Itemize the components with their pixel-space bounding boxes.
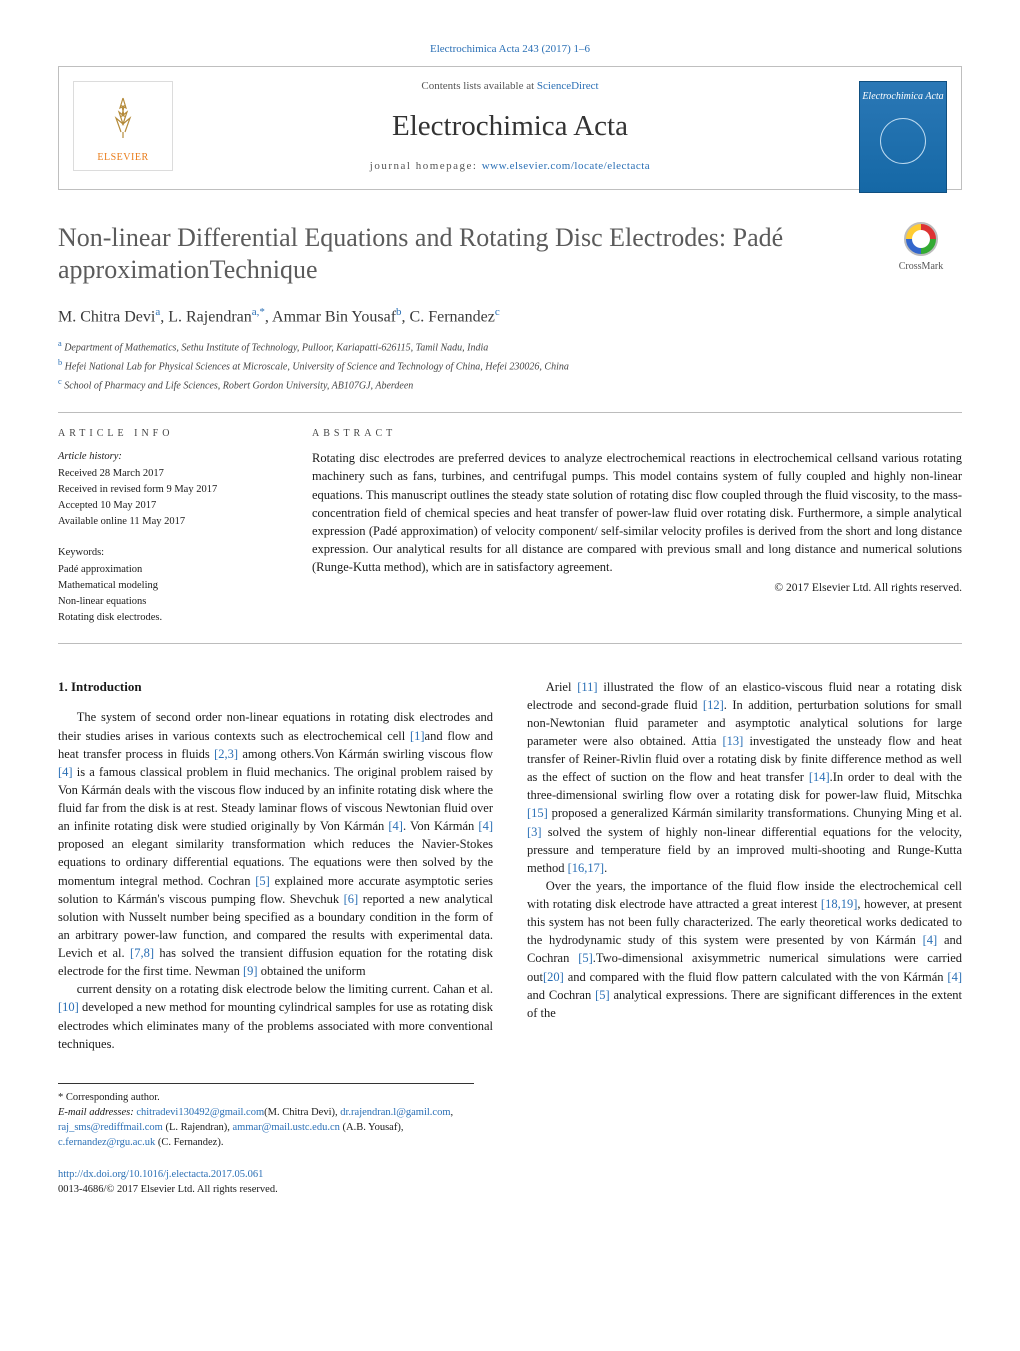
citation-ref[interactable]: [3] [527,825,542,839]
citation-ref[interactable]: [4] [478,819,493,833]
journal-header: ELSEVIER Electrochimica Acta Contents li… [58,66,962,190]
affiliation: b Hefei National Lab for Physical Scienc… [58,357,962,375]
journal-homepage-link[interactable]: www.elsevier.com/locate/electacta [482,160,651,172]
author: M. Chitra Devi [58,308,155,325]
citation-ref[interactable]: [20] [543,970,564,984]
history-received: Received 28 March 2017 [58,466,276,481]
elsevier-logo: ELSEVIER [73,81,173,171]
abstract-label: abstract [312,427,962,442]
running-citation: Electrochimica Acta 243 (2017) 1–6 [58,42,962,58]
citation-ref[interactable]: [18,19] [821,897,857,911]
footnotes: * Corresponding author. E-mail addresses… [58,1083,474,1151]
article-title: Non-linear Differential Equations and Ro… [58,222,856,287]
keyword: Non-linear equations [58,594,276,609]
body-paragraph: The system of second order non-linear eq… [58,708,493,980]
author-list: M. Chitra Devia, L. Rajendrana,*, Ammar … [58,305,962,329]
citation-ref[interactable]: [9] [243,964,258,978]
citation-ref[interactable]: [4] [923,933,938,947]
journal-cover-thumbnail: Electrochimica Acta [859,81,947,193]
email-link[interactable]: c.fernandez@rgu.ac.uk [58,1137,155,1148]
citation-ref[interactable]: [10] [58,1000,79,1014]
author-affil-marker: c [495,306,500,318]
intro-heading: 1. Introduction [58,678,493,697]
affiliation-list: a Department of Mathematics, Sethu Insti… [58,338,962,393]
homepage-prefix: journal homepage: [370,160,482,172]
body-columns: 1. Introduction The system of second ord… [58,678,962,1053]
body-paragraph: current density on a rotating disk elect… [58,980,493,1053]
section-divider [58,412,962,413]
body-paragraph: Ariel [11] illustrated the flow of an el… [527,678,962,877]
citation-ref[interactable]: [7,8] [130,946,154,960]
email-attribution: (C. Fernandez). [155,1137,223,1148]
citation-ref[interactable]: [12] [703,698,724,712]
sciencedirect-link[interactable]: ScienceDirect [537,80,599,92]
journal-homepage-line: journal homepage: www.elsevier.com/locat… [199,159,821,175]
history-accepted: Accepted 10 May 2017 [58,498,276,513]
email-label: E-mail addresses: [58,1107,136,1118]
email-link[interactable]: raj_sms@rediffmail.com [58,1122,163,1133]
email-attribution: (M. Chitra Devi), [264,1107,340,1118]
citation-ref[interactable]: [13] [723,734,744,748]
citation-ref[interactable]: [1] [410,729,425,743]
journal-cover-title: Electrochimica Acta [862,91,943,102]
keyword: Rotating disk electrodes. [58,610,276,625]
email-attribution: , [451,1107,454,1118]
elsevier-wordmark: ELSEVIER [74,151,172,166]
contents-available-line: Contents lists available at ScienceDirec… [199,79,821,95]
crossmark-badge[interactable]: CrossMark [880,222,962,275]
author: Ammar Bin Yousaf [272,308,396,325]
email-link[interactable]: chitradevi130492@gmail.com [136,1107,264,1118]
keyword: Mathematical modeling [58,578,276,593]
email-link[interactable]: ammar@mail.ustc.edu.cn [233,1122,340,1133]
citation-ref[interactable]: [6] [344,892,359,906]
citation-ref[interactable]: [4] [58,765,73,779]
abstract-copyright: © 2017 Elsevier Ltd. All rights reserved… [312,580,962,597]
section-divider [58,643,962,644]
globe-icon [880,118,926,164]
history-revised: Received in revised form 9 May 2017 [58,482,276,497]
doi-link[interactable]: http://dx.doi.org/10.1016/j.electacta.20… [58,1169,263,1180]
citation-ref[interactable]: [11] [577,680,597,694]
citation-ref[interactable]: [4] [947,970,962,984]
elsevier-tree-icon [74,82,172,152]
email-attribution: (L. Rajendran), [163,1122,233,1133]
author: L. Rajendran [168,308,252,325]
doi-copyright: 0013-4686/© 2017 Elsevier Ltd. All right… [58,1182,962,1197]
citation-ref[interactable]: [5] [595,988,610,1002]
citation-ref[interactable]: [2,3] [214,747,238,761]
email-addresses: E-mail addresses: chitradevi130492@gmail… [58,1105,474,1151]
citation-ref[interactable]: [15] [527,806,548,820]
affiliation: a Department of Mathematics, Sethu Insti… [58,338,962,356]
history-label: Article history: [58,449,276,464]
affiliation: c School of Pharmacy and Life Sciences, … [58,376,962,394]
author-affil-marker: a,* [252,306,265,318]
author-affil-marker: b [396,306,402,318]
contents-prefix: Contents lists available at [421,80,536,92]
crossmark-label: CrossMark [899,261,943,272]
citation-ref[interactable]: [16,17] [568,861,604,875]
author: C. Fernandez [410,308,495,325]
history-online: Available online 11 May 2017 [58,514,276,529]
email-attribution: (A.B. Yousaf), [340,1122,404,1133]
journal-name: Electrochimica Acta [199,105,821,147]
email-link[interactable]: dr.rajendran.l@gamil.com [340,1107,450,1118]
article-info-label: article info [58,427,276,442]
doi-line: http://dx.doi.org/10.1016/j.electacta.20… [58,1167,962,1182]
citation-ref[interactable]: [5] [255,874,270,888]
citation-ref[interactable]: [5] [578,951,593,965]
crossmark-icon [904,222,938,256]
abstract-text: Rotating disc electrodes are preferred d… [312,449,962,576]
keywords-block: Keywords: Padé approximationMathematical… [58,545,276,625]
citation-ref[interactable]: [4] [388,819,403,833]
keywords-label: Keywords: [58,545,276,560]
keyword: Padé approximation [58,562,276,577]
author-affil-marker: a [155,306,160,318]
article-history: Article history: Received 28 March 2017 … [58,449,276,529]
corresponding-author-note: * Corresponding author. [58,1090,474,1105]
body-paragraph: Over the years, the importance of the fl… [527,877,962,1022]
citation-ref[interactable]: [14] [809,770,830,784]
